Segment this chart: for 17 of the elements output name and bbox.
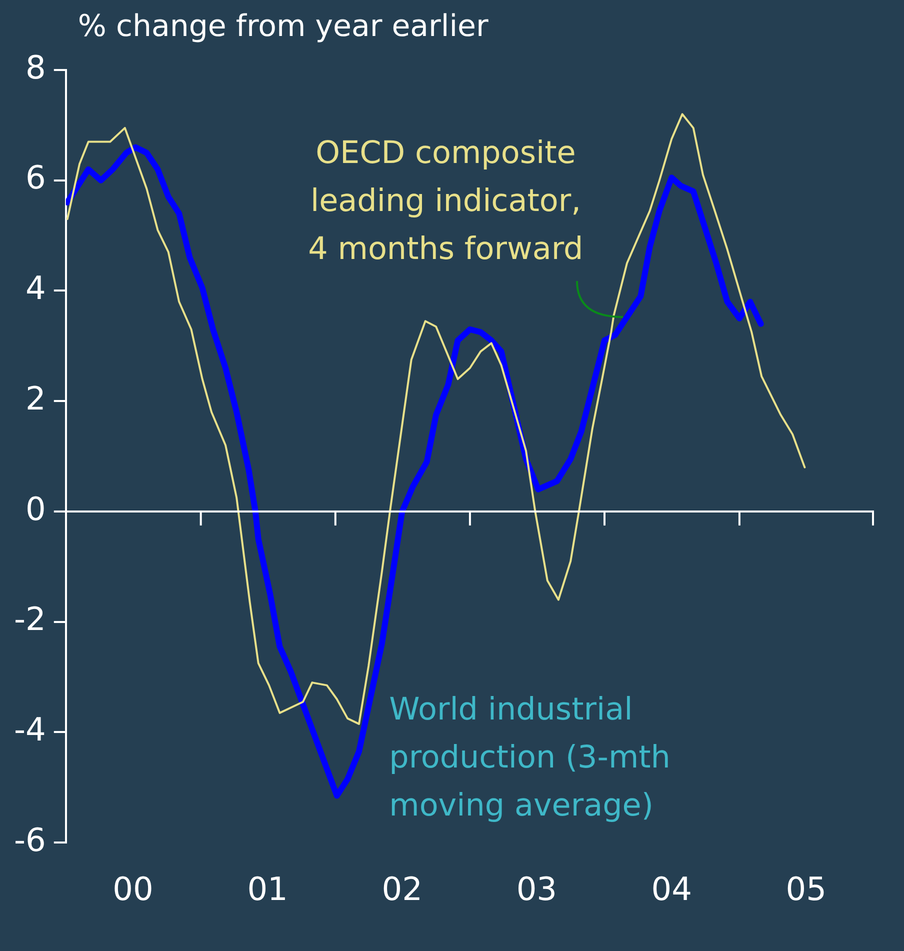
x-tick-label: 04: [651, 870, 692, 908]
series-label: World industrial production (3-mth moving average): [389, 691, 670, 824]
x-tick-label: 00: [112, 870, 154, 908]
y-tick-label: 2: [26, 379, 46, 418]
y-tick-label: 4: [26, 269, 46, 308]
x-tick-label: 02: [382, 870, 422, 908]
y-tick-label: 8: [26, 48, 46, 86]
y-tick-label: 0: [26, 490, 46, 528]
y-tick-label: -4: [14, 710, 46, 749]
x-tick-label: 03: [516, 870, 558, 908]
series-label: OECD composite leading indicator, 4 months forward: [308, 135, 584, 268]
y-tick-label: -6: [14, 820, 46, 859]
y-axis-title: % change from year earlier: [78, 8, 490, 44]
x-tick-label: 01: [247, 870, 288, 908]
x-tick-label: 05: [786, 870, 827, 908]
y-tick-label: -2: [14, 600, 46, 638]
y-tick-label: 6: [26, 158, 46, 197]
